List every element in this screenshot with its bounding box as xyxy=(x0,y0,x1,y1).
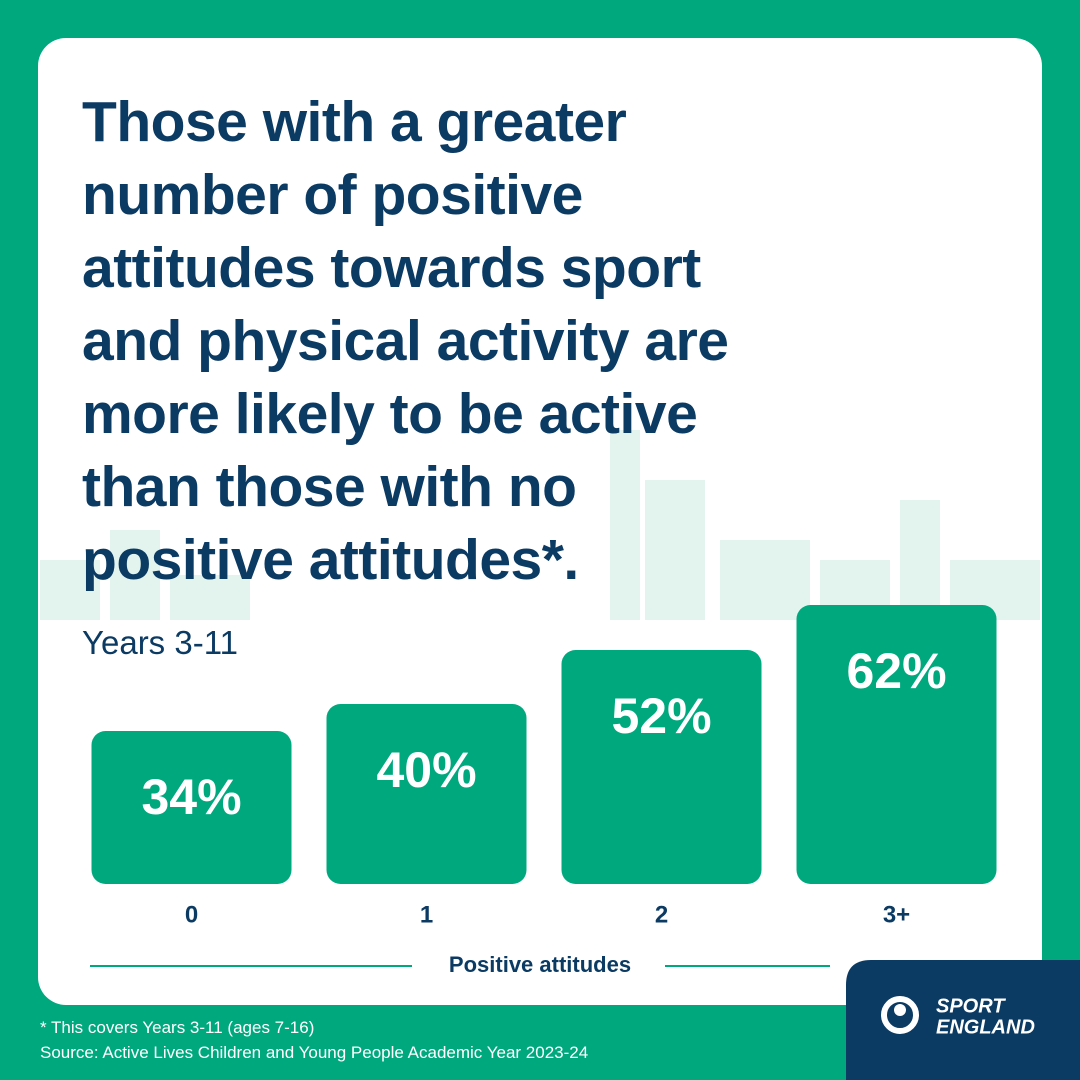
x-tick-label: 2 xyxy=(655,901,668,928)
footnote: * This covers Years 3-11 (ages 7-16) xyxy=(40,1018,315,1037)
x-axis-label: Positive attitudes xyxy=(449,952,631,977)
logo-text: ENGLAND xyxy=(936,1016,1035,1038)
bar xyxy=(326,704,527,884)
chart-title: Those with a greater number of positive … xyxy=(82,90,729,592)
logo-text: SPORT xyxy=(936,995,1006,1017)
logo-mark xyxy=(881,996,919,1034)
logo-box xyxy=(846,960,1080,1080)
chart-subtitle: Years 3-11 xyxy=(82,624,238,661)
value-label: 34% xyxy=(141,769,241,825)
value-label: 62% xyxy=(846,643,946,699)
x-tick-label: 3+ xyxy=(883,901,910,928)
x-tick-label: 1 xyxy=(420,901,433,928)
source: Source: Active Lives Children and Young … xyxy=(40,1043,589,1062)
bar xyxy=(91,731,292,884)
logo-mark xyxy=(894,1004,906,1016)
bar xyxy=(796,605,997,884)
x-tick-label: 0 xyxy=(185,901,198,928)
skyline xyxy=(40,430,1040,620)
value-label: 40% xyxy=(376,742,476,798)
value-label: 52% xyxy=(611,688,711,744)
bar xyxy=(561,650,762,884)
